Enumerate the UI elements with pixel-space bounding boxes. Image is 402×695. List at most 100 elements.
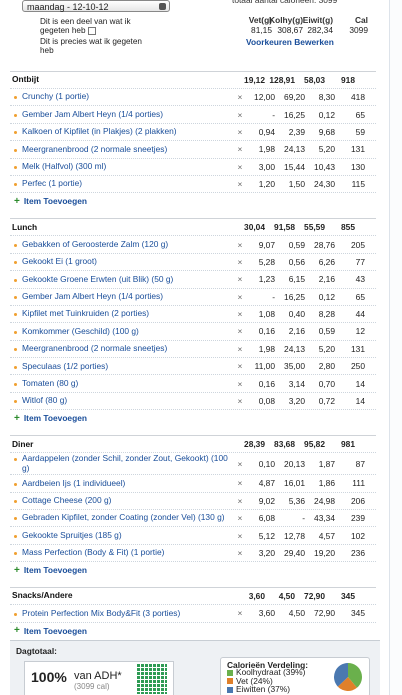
- remove-button[interactable]: ×: [237, 548, 243, 558]
- meal-total: 72,90: [304, 591, 325, 602]
- total-column: Cal 3099: [349, 15, 368, 35]
- food-value: 72,90: [314, 608, 335, 619]
- food-name[interactable]: Kalkoen of Kipfilet (in Plakjes) (2 plak…: [10, 126, 235, 138]
- option-exact[interactable]: Dit is precies wat ik gegeten heb: [40, 37, 150, 55]
- legend-entry: Koolhydraat (39%): [227, 668, 305, 677]
- preferences-link[interactable]: Voorkeuren Bewerken: [246, 37, 334, 47]
- food-name[interactable]: Mass Perfection (Body & Fit) (1 portie): [10, 547, 235, 559]
- add-item[interactable]: Item Toevoegen: [10, 561, 376, 578]
- food-value: 1,08: [258, 309, 275, 320]
- food-value: 0,70: [318, 378, 335, 389]
- food-name[interactable]: Witlof (80 g): [10, 395, 235, 407]
- food-row: Witlof (80 g) × 0,08 3,20 0,72 14: [10, 391, 376, 409]
- food-value: 418: [351, 92, 365, 103]
- food-name[interactable]: Gebraden Kipfilet, zonder Coating (zonde…: [10, 512, 235, 524]
- remove-button[interactable]: ×: [237, 161, 243, 172]
- date-select[interactable]: maandag - 12-10-12: [22, 0, 170, 12]
- food-value: 29,40: [284, 548, 305, 558]
- meal-name: Diner: [12, 438, 34, 449]
- food-name[interactable]: Protein Perfection Mix Body&Fit (3 porti…: [10, 608, 235, 620]
- food-value: 24,98: [314, 495, 335, 506]
- food-name[interactable]: Meergranenbrood (2 normale sneetjes): [10, 343, 235, 355]
- remove-button[interactable]: ×: [237, 608, 243, 619]
- pie-slice: [334, 663, 348, 687]
- food-name[interactable]: Melk (Halfvol) (300 ml): [10, 161, 235, 173]
- food-row: Cottage Cheese (200 g) × 9,02 5,36 24,98 206: [10, 491, 376, 509]
- remove-button[interactable]: ×: [237, 378, 243, 389]
- option-partial[interactable]: Dit is een deel van wat ik gegeten heb: [40, 17, 150, 35]
- add-item[interactable]: Item Toevoegen: [10, 192, 376, 209]
- food-name[interactable]: Tomaten (80 g): [10, 378, 235, 390]
- food-name[interactable]: Kipfilet met Tuinkruiden (2 porties): [10, 308, 235, 320]
- food-value: -: [272, 109, 275, 120]
- food-value: 59: [355, 126, 365, 137]
- food-value: 1,98: [258, 144, 275, 155]
- food-name[interactable]: Komkommer (Geschild) (100 g): [10, 326, 235, 338]
- food-value: 12: [355, 326, 365, 337]
- pie-chart: [334, 663, 362, 691]
- meal-total: 3,60: [248, 591, 265, 602]
- food-value: 1,87: [318, 458, 335, 469]
- remove-button[interactable]: ×: [237, 274, 243, 285]
- remove-button[interactable]: ×: [237, 126, 243, 137]
- remove-button[interactable]: ×: [237, 361, 243, 372]
- checkbox[interactable]: [87, 26, 96, 35]
- remove-button[interactable]: ×: [237, 309, 243, 320]
- food-name[interactable]: Gekookte Spruitjes (185 g): [10, 530, 235, 542]
- meal-section: Ontbijt 19,12 128,91 58,03 918 Crunchy (1 por…: [10, 71, 376, 209]
- food-value: 3,20: [288, 396, 305, 407]
- add-item[interactable]: Item Toevoegen: [10, 621, 376, 639]
- remove-button[interactable]: ×: [237, 530, 243, 541]
- food-value: 0,10: [258, 458, 275, 469]
- remove-button[interactable]: ×: [237, 291, 243, 302]
- remove-button[interactable]: ×: [237, 144, 243, 155]
- remove-button[interactable]: ×: [237, 239, 243, 250]
- food-value: 16,01: [284, 478, 305, 489]
- adh-box: 100% van ADH* (3099 cal): [24, 661, 174, 695]
- add-item[interactable]: Item Toevoegen: [10, 409, 376, 426]
- remove-button[interactable]: ×: [237, 513, 243, 524]
- food-row: Gebraden Kipfilet, zonder Coating (zonde…: [10, 509, 376, 526]
- option-text: Dit is precies wat ik gegeten heb: [40, 37, 142, 55]
- remove-button[interactable]: ×: [237, 396, 243, 407]
- remove-button[interactable]: ×: [237, 256, 243, 267]
- food-row: Gember Jam Albert Heyn (1/4 porties) × -16…: [10, 105, 376, 122]
- food-name[interactable]: Gebakken of Geroosterde Zalm (120 g): [10, 239, 235, 251]
- remove-button[interactable]: ×: [237, 478, 243, 489]
- remove-button[interactable]: ×: [237, 326, 243, 337]
- food-value: 12,00: [254, 92, 275, 103]
- food-name[interactable]: Gember Jam Albert Heyn (1/4 porties): [10, 291, 235, 303]
- food-name[interactable]: Gekookt Ei (1 groot): [10, 256, 235, 268]
- food-value: 345: [351, 608, 365, 619]
- food-name[interactable]: Gember Jam Albert Heyn (1/4 porties): [10, 109, 235, 121]
- remove-button[interactable]: ×: [237, 92, 243, 103]
- total-calories: totaal aantal calorieën: 3099: [232, 0, 338, 5]
- food-value: 0,72: [318, 396, 335, 407]
- food-name[interactable]: Speculaas (1/2 porties): [10, 361, 235, 373]
- food-value: 16,25: [284, 109, 305, 120]
- food-name[interactable]: Crunchy (1 portie): [10, 91, 235, 103]
- meal-total: 981: [341, 439, 355, 450]
- remove-button[interactable]: ×: [237, 179, 243, 190]
- legend-text: Koolhydraat (39%): [236, 667, 306, 677]
- food-row: Gebakken of Geroosterde Zalm (120 g) × 9,0…: [10, 235, 376, 252]
- food-name[interactable]: Gekookte Groene Erwten (uit Blik) (50 g): [10, 274, 235, 286]
- food-value: 8,30: [318, 92, 335, 103]
- remove-button[interactable]: ×: [237, 343, 243, 354]
- food-value: -: [302, 513, 305, 524]
- food-name[interactable]: Aardbeien Ijs (1 individueel): [10, 478, 235, 490]
- meal-total: 4,50: [278, 591, 295, 602]
- food-value: 65: [355, 291, 365, 302]
- meal-header: Lunch 30,04 91,58 55,59 855: [10, 218, 376, 235]
- food-value: 44: [355, 309, 365, 320]
- remove-button[interactable]: ×: [237, 495, 243, 506]
- food-row: Perfec (1 portie) × 1,20 1,50 24,30 115: [10, 174, 376, 192]
- remove-button[interactable]: ×: [237, 109, 243, 120]
- day-label: Dagtotaal:: [16, 646, 57, 656]
- remove-button[interactable]: ×: [237, 458, 243, 469]
- food-name[interactable]: Cottage Cheese (200 g): [10, 495, 235, 507]
- food-name[interactable]: Meergranenbrood (2 normale sneetjes): [10, 144, 235, 156]
- food-value: 6,26: [318, 256, 335, 267]
- food-name[interactable]: Aardappelen (zonder Schil, zonder Zout, …: [10, 453, 235, 474]
- food-name[interactable]: Perfec (1 portie): [10, 178, 235, 190]
